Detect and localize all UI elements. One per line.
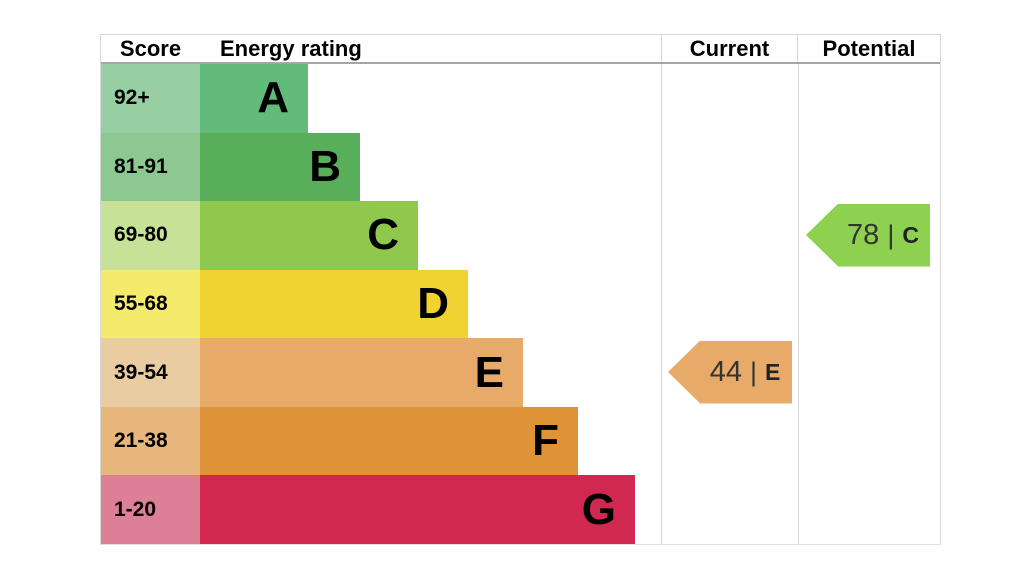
potential-rating-separator: | — [887, 219, 895, 250]
score-range-d: 55-68 — [101, 269, 200, 339]
band-bar-g: G — [200, 475, 635, 544]
band-bar-b: B — [200, 132, 360, 202]
score-range-f: 21-38 — [101, 406, 200, 476]
band-bar-f: F — [200, 406, 578, 476]
score-range-e: 39-54 — [101, 338, 200, 407]
epc-table: Score Energy rating Current Potential 92… — [100, 34, 941, 545]
potential-column-divider — [798, 64, 799, 544]
current-rating-band: E — [764, 358, 781, 385]
band-bar-c: C — [200, 201, 418, 270]
band-bar-e: E — [200, 338, 523, 407]
score-range-b: 81-91 — [101, 132, 200, 202]
header-potential: Potential — [797, 35, 940, 62]
header-score: Score — [119, 35, 182, 61]
band-bar-a: A — [200, 64, 308, 133]
band-bar-d: D — [200, 269, 468, 339]
band-row-c: 69-80 C — [101, 201, 940, 270]
band-row-d: 55-68 D — [101, 269, 940, 339]
band-row-f: 21-38 F — [101, 406, 940, 476]
score-range-c: 69-80 — [101, 201, 200, 270]
score-range-a: 92+ — [101, 64, 200, 133]
band-row-a: 92+ A — [101, 64, 940, 133]
score-range-g: 1-20 — [101, 475, 200, 544]
table-header-row: Score Energy rating Current Potential — [101, 35, 940, 64]
potential-rating-band: C — [902, 221, 919, 248]
band-row-b: 81-91 B — [101, 132, 940, 202]
current-rating-arrow: 44 | E — [668, 340, 792, 404]
current-rating-value: 44 — [709, 355, 742, 388]
potential-rating-value: 78 — [847, 218, 880, 251]
header-current: Current — [661, 35, 797, 62]
band-row-g: 1-20 G — [101, 475, 940, 544]
chart-body: 92+ A 81-91 B 69-80 C 55-68 D 39-54 E 21… — [101, 64, 940, 544]
header-energy-rating: Energy rating — [220, 35, 362, 61]
current-column-divider — [661, 64, 662, 544]
band-row-e: 39-54 E — [101, 338, 940, 407]
current-rating-separator: | — [749, 356, 757, 387]
